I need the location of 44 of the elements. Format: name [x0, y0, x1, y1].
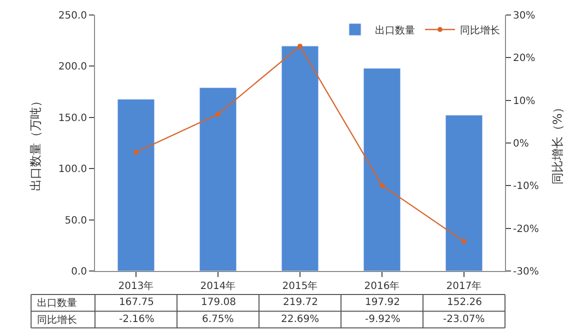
data-label: 219.72: [283, 297, 318, 308]
y-tick-label: 150.0: [58, 112, 87, 124]
data-label: 179.08: [201, 297, 236, 308]
data-label: 152.26: [447, 297, 482, 308]
text: 出口数量: [37, 298, 77, 309]
legend-label: 同比增长: [460, 24, 500, 36]
data-label: -23.07%: [443, 314, 485, 325]
bar: [199, 87, 237, 271]
bar: [281, 46, 319, 271]
data-label: -9.92%: [365, 314, 400, 325]
data-label: 167.75: [119, 297, 154, 308]
point: [462, 238, 466, 244]
point: [380, 182, 384, 188]
y-tick-label: 100.0: [58, 164, 87, 176]
y2-tick-label: 30%: [513, 10, 536, 22]
x-tick-label: 2014年: [200, 280, 236, 292]
y2-axis-title: 同比增长（%）: [550, 101, 565, 185]
y-tick-label: 0.0: [71, 266, 87, 278]
data-label: 6.75%: [202, 314, 234, 325]
text: 同比增长: [37, 315, 77, 326]
y2-tick-label: -20%: [513, 224, 539, 235]
x-tick-label: 2015年: [282, 280, 318, 292]
bar: [363, 68, 401, 271]
bar: [117, 98, 155, 271]
data-label: -2.16%: [119, 314, 154, 325]
y-tick-label: 200.0: [58, 62, 87, 73]
y-tick-label: 250.0: [58, 10, 87, 22]
bar: [445, 114, 483, 271]
x-tick-label: 2013年: [118, 280, 154, 292]
y2-tick-label: 20%: [513, 53, 536, 64]
y-tick-label: 50.0: [64, 215, 87, 226]
y2-tick-label: 10%: [513, 96, 536, 107]
legend-label: 出口数量: [375, 24, 415, 36]
y2-tick-label: 0%: [513, 138, 529, 150]
data-label: 22.69%: [281, 314, 320, 325]
y2-tick-label: -30%: [513, 266, 539, 278]
point: [216, 112, 220, 117]
data-label: 197.92: [365, 297, 400, 308]
x-tick-label: 2016年: [364, 280, 400, 292]
x-tick-label: 2017年: [446, 280, 482, 292]
y-axis-title: 出口数量（万吨）: [28, 95, 43, 191]
point: [134, 150, 138, 155]
point: [298, 44, 302, 49]
y2-tick-label: -10%: [513, 181, 539, 192]
